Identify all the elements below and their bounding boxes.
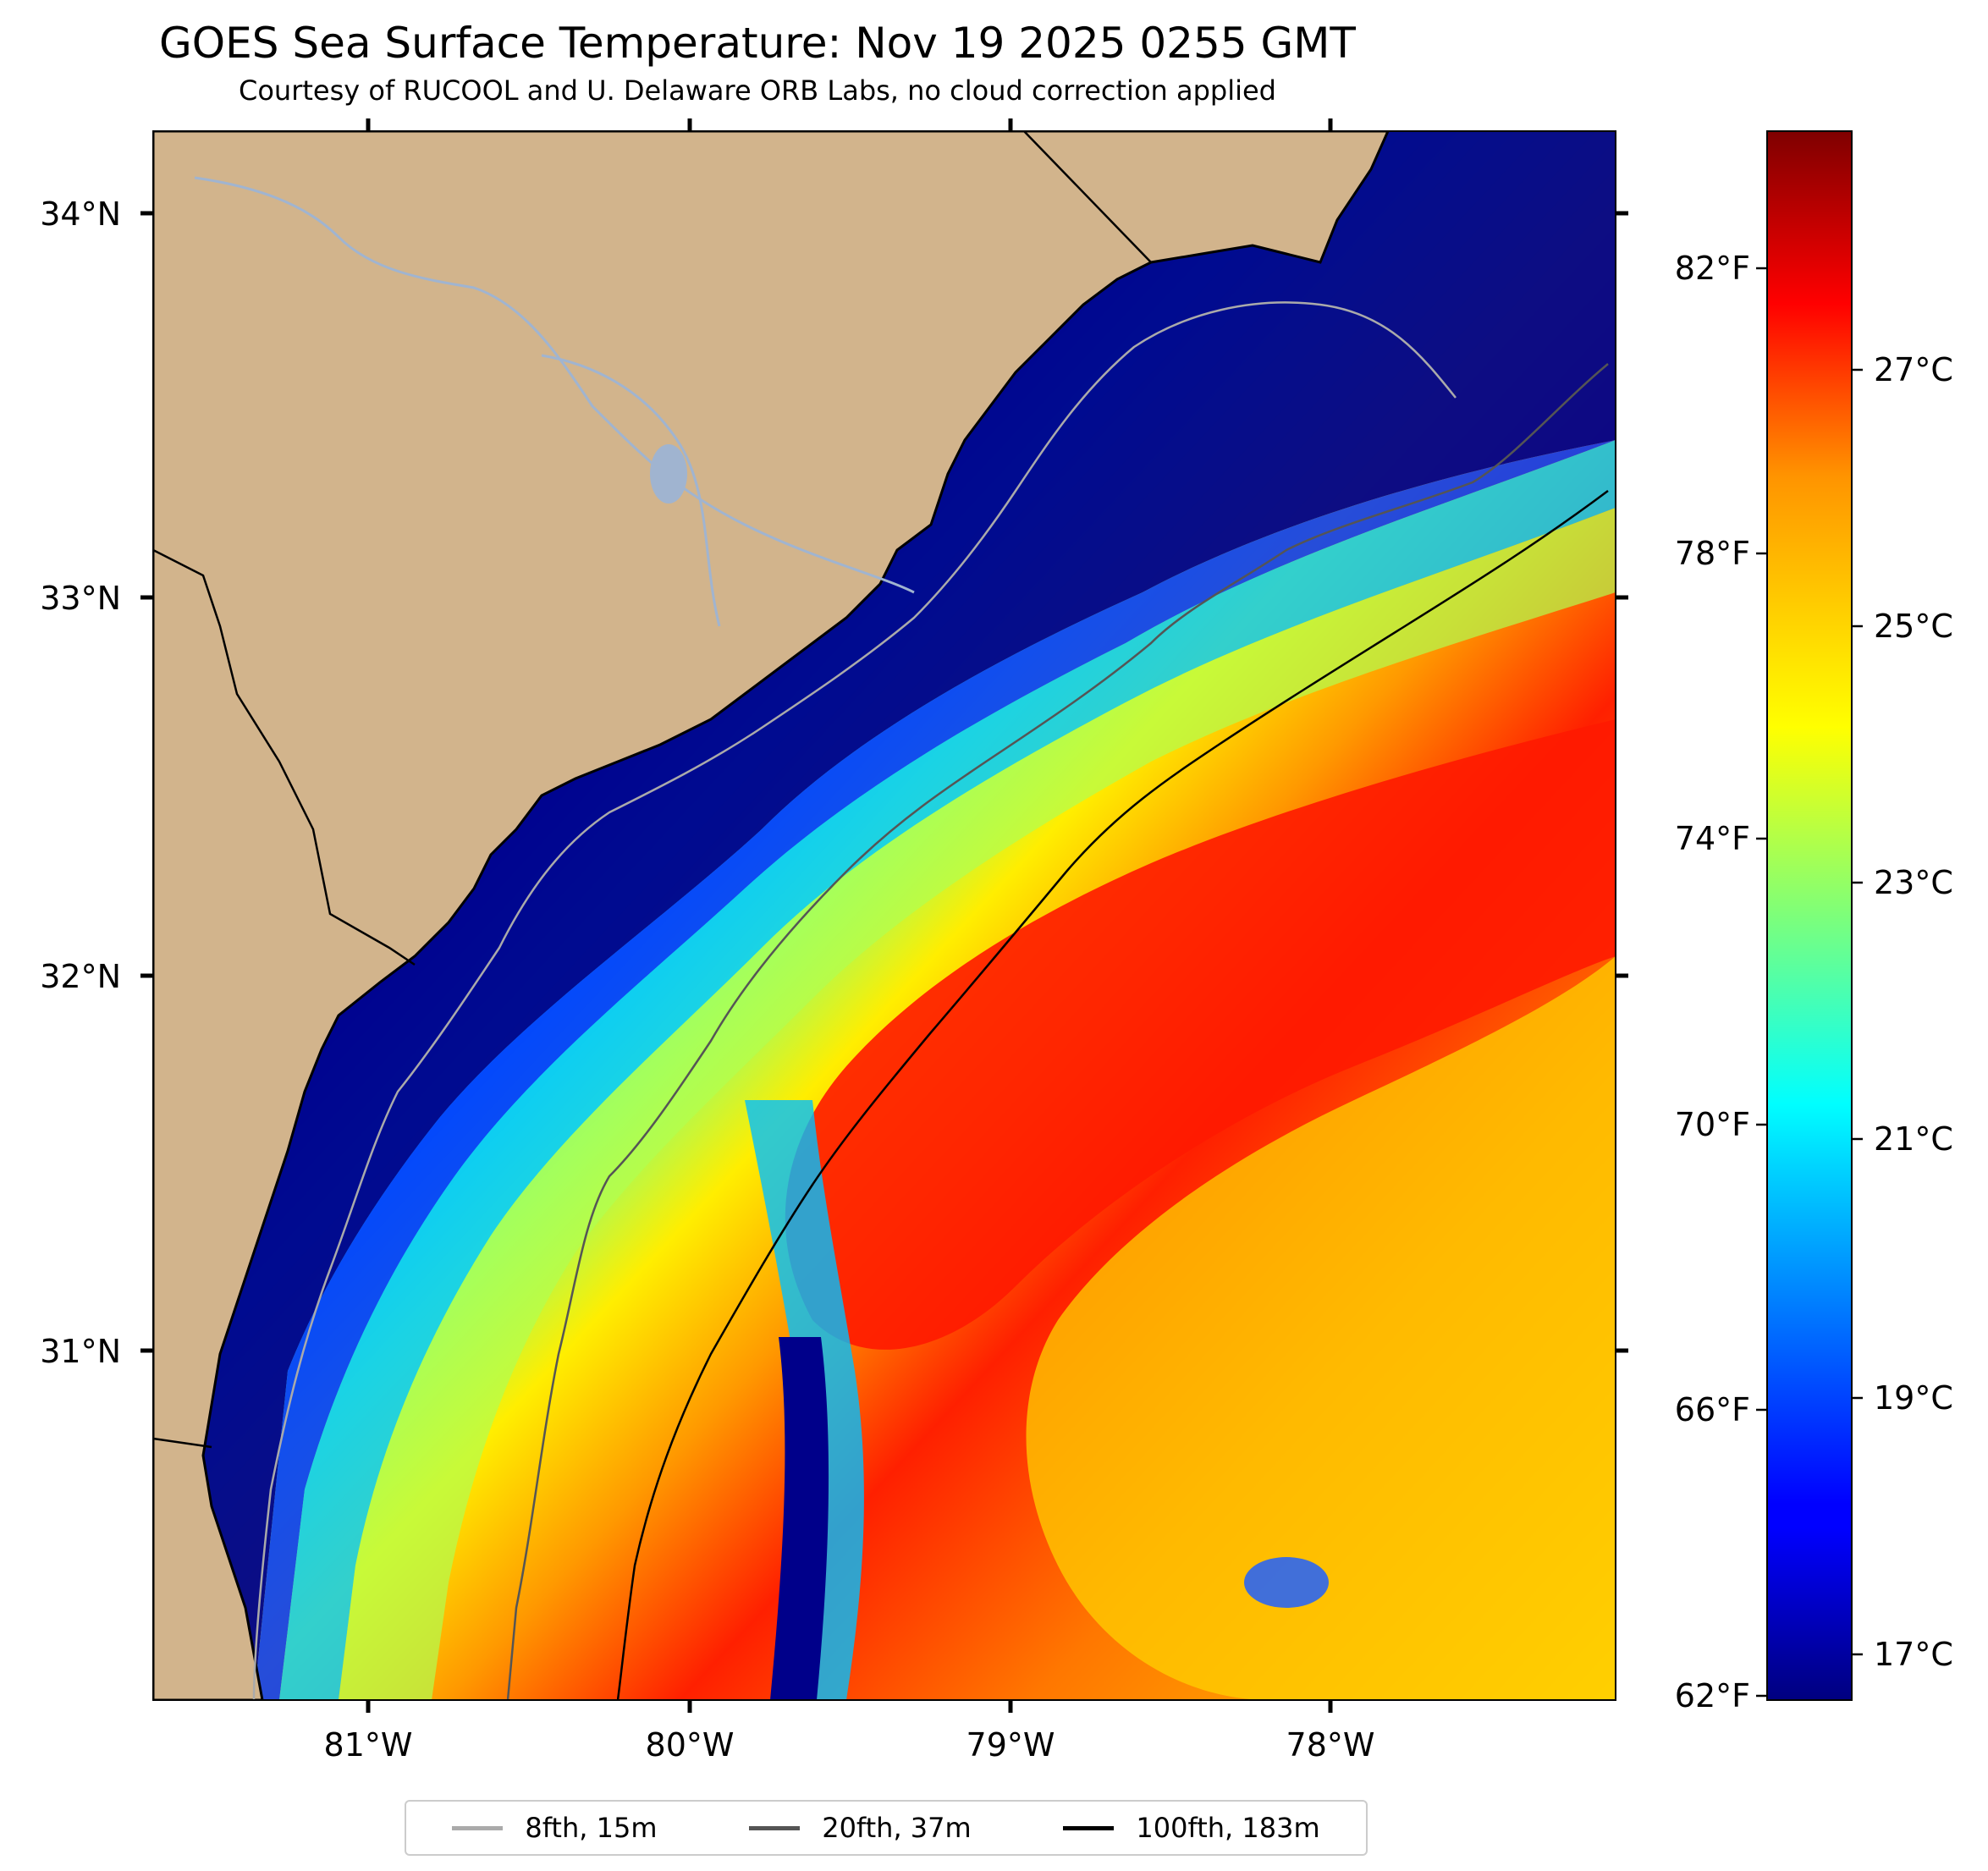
legend-label: 20fth, 37m — [822, 1812, 972, 1844]
major-ticks — [140, 118, 1628, 1713]
lon-tick-label: 80°W — [646, 1726, 735, 1764]
colorbar-label-f: 78°F — [1675, 535, 1750, 572]
legend-label: 8fth, 15m — [525, 1812, 658, 1844]
legend-item: 20fth, 37m — [749, 1812, 972, 1844]
legend-item: 8fth, 15m — [452, 1812, 657, 1844]
legend-swatch — [452, 1825, 504, 1830]
lon-tick-label: 81°W — [324, 1726, 413, 1764]
colorbar-label-c: 21°C — [1874, 1120, 1953, 1158]
colorbar-label-f: 66°F — [1675, 1391, 1750, 1428]
colorbar — [1766, 130, 1853, 1701]
legend-swatch — [749, 1825, 801, 1830]
colorbar-label-c: 27°C — [1874, 351, 1953, 388]
colorbar-label-f: 70°F — [1675, 1106, 1750, 1143]
colorbar-label-c: 17°C — [1874, 1636, 1953, 1673]
lat-tick-label: 34°N — [40, 195, 121, 233]
isobaths — [252, 301, 1609, 1700]
colorbar-label-c: 23°C — [1874, 864, 1953, 901]
colorbar-label-c: 19°C — [1874, 1379, 1953, 1417]
land — [153, 131, 1390, 1700]
lon-tick-label: 78°W — [1286, 1726, 1375, 1764]
chart-subtitle: Courtesy of RUCOOL and U. Delaware ORB L… — [239, 74, 1276, 107]
colorbar-label-f: 82°F — [1675, 250, 1750, 287]
legend-swatch — [1063, 1825, 1115, 1830]
legend-label: 100fth, 183m — [1136, 1812, 1320, 1844]
lat-tick-label: 33°N — [40, 580, 121, 617]
lat-tick-label: 32°N — [40, 958, 121, 995]
colorbar-label-f: 62°F — [1675, 1677, 1750, 1714]
colorbar-label-f: 74°F — [1675, 820, 1750, 857]
lat-tick-label: 31°N — [40, 1333, 121, 1370]
isobath-legend: 8fth, 15m 20fth, 37m 100fth, 183m — [405, 1800, 1368, 1856]
legend-item: 100fth, 183m — [1063, 1812, 1320, 1844]
lon-tick-label: 79°W — [966, 1726, 1055, 1764]
map-frame — [152, 130, 1616, 1701]
colorbar-label-c: 25°C — [1874, 608, 1953, 645]
chart-title: GOES Sea Surface Temperature: Nov 19 202… — [159, 19, 1356, 68]
colorbar-ticks — [1756, 267, 1863, 1698]
